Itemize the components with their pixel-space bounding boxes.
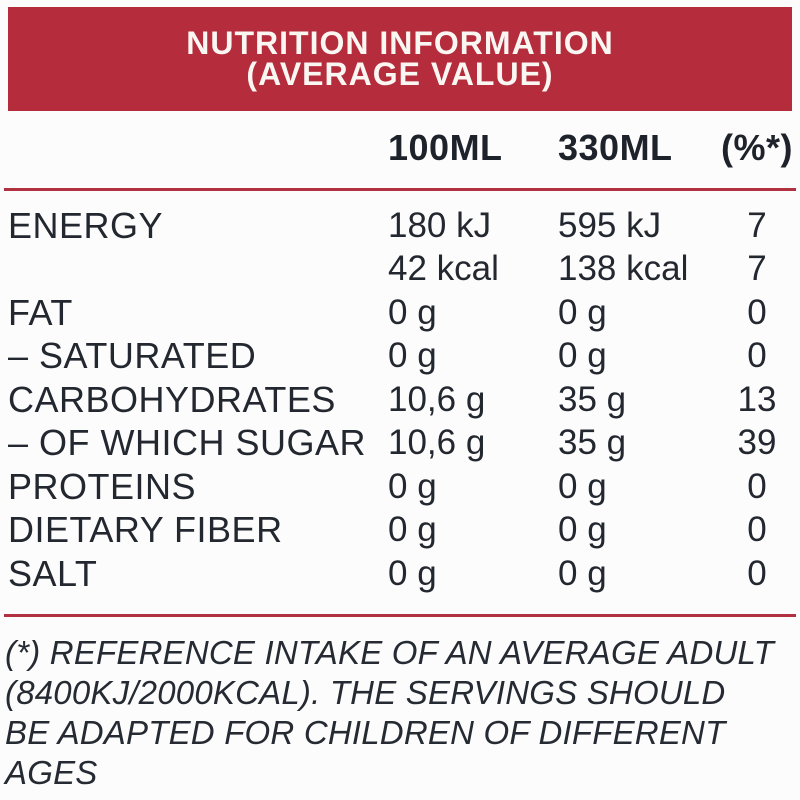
footnote-line-2: (8400KJ/2000KCAL). THE SERVINGS SHOULD (5, 674, 726, 711)
value-percent: 0 (747, 336, 767, 376)
value-100ml: 10,6 g (388, 379, 486, 419)
footnote-line-1: (*) REFERENCE INTAKE OF AN AVERAGE ADULT (5, 634, 774, 671)
nutrition-table: ENERGY 180 kJ 595 kJ 7 42 kcal 138 kcal … (8, 204, 792, 596)
value-330ml: 595 kJ (558, 205, 662, 245)
value-percent: 0 (747, 292, 767, 332)
value-330ml: 0 g (558, 292, 607, 332)
table-row-saturated: – SATURATED 0 g 0 g 0 (8, 335, 792, 379)
value-100ml: 42 kcal (388, 249, 499, 289)
title-line-2: (AVERAGE VALUE) (246, 56, 554, 92)
row-label: DIETARY FIBER (8, 509, 283, 551)
table-row-salt: SALT 0 g 0 g 0 (8, 552, 792, 596)
row-label: PROTEINS (8, 465, 197, 507)
table-row-energy: ENERGY 180 kJ 595 kJ 7 (8, 204, 792, 248)
column-header-330ml: 330ML (558, 127, 673, 168)
value-330ml: 35 g (558, 379, 627, 419)
row-label: – SATURATED (8, 335, 257, 377)
table-row-fat: FAT 0 g 0 g 0 (8, 291, 792, 335)
table-row-carbohydrates: CARBOHYDRATES 10,6 g 35 g 13 (8, 378, 792, 422)
value-percent: 0 (747, 553, 767, 593)
row-label: CARBOHYDRATES (8, 378, 336, 420)
divider-top (4, 188, 796, 191)
footnote: (*) REFERENCE INTAKE OF AN AVERAGE ADULT… (5, 633, 797, 793)
value-percent: 7 (747, 249, 767, 289)
value-percent: 39 (737, 423, 777, 463)
row-label: – OF WHICH SUGAR (8, 422, 367, 464)
value-percent: 0 (747, 466, 767, 506)
value-percent: 0 (747, 510, 767, 550)
value-100ml: 0 g (388, 553, 437, 593)
table-row-energy-kcal: 42 kcal 138 kcal 7 (8, 248, 792, 292)
value-330ml: 138 kcal (558, 249, 689, 289)
value-100ml: 0 g (388, 292, 437, 332)
value-330ml: 0 g (558, 510, 607, 550)
value-100ml: 180 kJ (388, 205, 492, 245)
value-percent: 13 (737, 379, 777, 419)
value-100ml: 10,6 g (388, 423, 486, 463)
column-header-row: 100ML 330ML (%*) (8, 126, 793, 170)
table-row-sugar: – OF WHICH SUGAR 10,6 g 35 g 39 (8, 422, 792, 466)
column-header-percent: (%*) (721, 127, 793, 168)
value-330ml: 0 g (558, 553, 607, 593)
value-100ml: 0 g (388, 336, 437, 376)
value-330ml: 35 g (558, 423, 627, 463)
value-330ml: 0 g (558, 336, 607, 376)
row-label: FAT (8, 291, 73, 333)
table-row-proteins: PROTEINS 0 g 0 g 0 (8, 465, 792, 509)
footnote-line-3: BE ADAPTED FOR CHILDREN OF DIFFERENT (5, 714, 726, 751)
footnote-line-4: AGES (5, 754, 98, 791)
table-row-dietary-fiber: DIETARY FIBER 0 g 0 g 0 (8, 509, 792, 553)
value-percent: 7 (747, 205, 767, 245)
divider-bottom (4, 614, 796, 617)
column-header-100ml: 100ML (388, 127, 503, 168)
header-band: NUTRITION INFORMATION (AVERAGE VALUE) (8, 7, 792, 111)
value-100ml: 0 g (388, 510, 437, 550)
row-label: SALT (8, 552, 98, 594)
title-line-1: NUTRITION INFORMATION (186, 25, 614, 61)
row-label: ENERGY (8, 204, 164, 246)
value-100ml: 0 g (388, 466, 437, 506)
value-330ml: 0 g (558, 466, 607, 506)
